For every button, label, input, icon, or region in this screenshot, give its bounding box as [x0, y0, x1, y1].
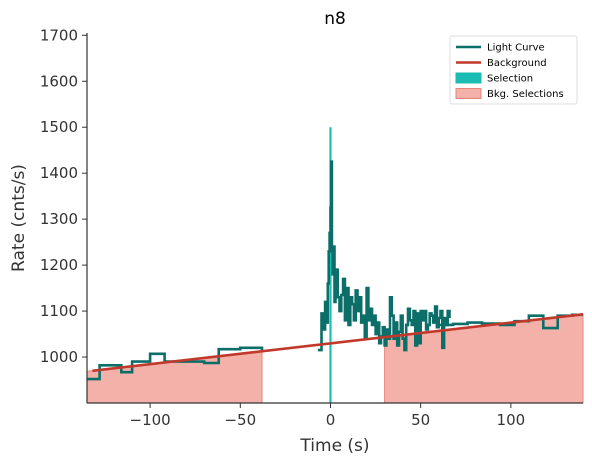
- y-tick-label: 1200: [40, 256, 78, 274]
- legend-swatch-2: [455, 72, 482, 84]
- light-curve-burst: [317, 160, 451, 352]
- legend-label-2: Selection: [487, 74, 533, 85]
- bkg-selections: [86, 313, 584, 404]
- selection: [329, 127, 332, 403]
- y-tick-label: 1600: [40, 72, 78, 90]
- x-ticks: −100 −50 0 50 100: [130, 403, 526, 429]
- x-tick-label: 100: [497, 411, 526, 429]
- y-tick-label: 1300: [40, 210, 78, 228]
- y-tick-label: 1500: [40, 118, 78, 136]
- y-tick-label: 1400: [40, 164, 78, 182]
- y-tick-label: 1100: [40, 302, 78, 320]
- y-tick-label: 1000: [40, 348, 78, 366]
- plot-area: [86, 127, 584, 404]
- legend-swatch-3: [455, 88, 482, 99]
- y-tick-label: 1700: [40, 26, 78, 44]
- x-tick-label: −100: [130, 411, 171, 429]
- legend-label-1: Background: [487, 58, 547, 69]
- legend-frame: [449, 35, 578, 105]
- selection-region: [329, 127, 332, 403]
- x-tick-label: 0: [326, 411, 336, 429]
- background-line: [92, 313, 584, 373]
- y-ticks: 1000 1100 1200 1300 1400 1500 1600 1700: [40, 26, 87, 366]
- x-tick-label: 50: [411, 411, 430, 429]
- bkg-selection-region-0: [86, 350, 263, 404]
- background-fit: [92, 313, 584, 373]
- legend: Light Curve Background Selection Bkg. Selec…: [449, 35, 578, 105]
- x-axis-title: Time (s): [299, 436, 369, 456]
- chart-title: n8: [324, 9, 346, 29]
- y-axis-title: Rate (cnts/s): [9, 164, 29, 272]
- legend-label-3: Bkg. Selections: [487, 89, 564, 100]
- x-tick-label: −50: [224, 411, 256, 429]
- legend-label-0: Light Curve: [487, 43, 545, 54]
